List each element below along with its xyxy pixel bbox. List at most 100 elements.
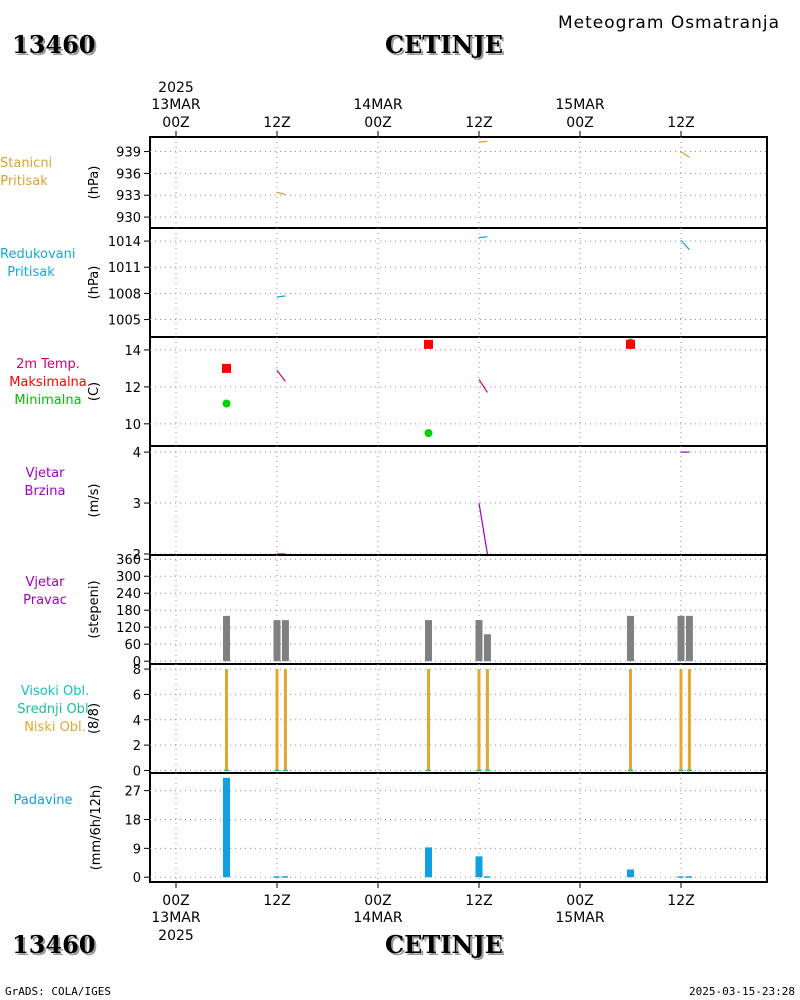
panel-label-station-pressure: Stanicni Pritisak [0,155,52,191]
axis-year-bottom: 2025 [158,928,194,944]
panel-label-line: Visoki Obl. [20,684,90,699]
precip-bar [475,856,483,878]
wind-direction-bar [425,620,432,662]
series-segment [276,295,286,298]
series-segment [478,140,488,143]
y-tick-label: 18 [124,813,141,828]
y-axis-label: (mm/6h/12h) [89,785,104,871]
wind-direction-bar [685,615,693,662]
cloud-low-bar [477,669,481,771]
panel-label-line: Pritisak [7,265,55,280]
y-tick-label: 933 [116,189,141,204]
wind-direction-bar [483,634,491,662]
tmax-point [222,363,231,373]
y-tick-label: 27 [124,785,141,800]
y-tick-label: 2 [133,548,141,563]
wind-direction-bar [627,615,634,662]
station-id: 13460 [12,30,96,59]
panel-frame [149,227,768,338]
cloud-low-bar [275,669,279,771]
y-axis-label: (hPa) [87,166,102,200]
chart-title: Meteogram Osmatranja [558,13,781,33]
tmax-point [424,339,433,349]
tmin-point [424,429,433,438]
axis-hour-label-top: 00Z [162,115,189,131]
station-name: CETINJE [385,30,504,59]
station-id-bottom: 13460 [12,930,96,959]
y-tick-label: 0 [133,764,141,779]
panel-frame [149,136,768,229]
y-tick-label: 9 [133,842,141,857]
panel-label-line: Pritisak [0,174,48,189]
y-tick-label: 180 [116,604,141,619]
panel-label-wind-direction: Vjetar Pravac [0,574,90,610]
footer-credit: GrADS: COLA/IGES [5,985,111,998]
y-tick-label: 0 [133,871,141,886]
y-tick-label: 936 [116,167,141,182]
y-tick-label: 1005 [108,314,141,329]
panel-label-line: Niski Obl. [24,720,86,735]
y-tick-label: 10 [124,418,141,433]
panel-label-wind-speed: Vjetar Brzina [0,465,90,501]
cloud-low-bar [629,669,632,771]
y-tick-label: 930 [116,211,141,226]
cloud-low-bar [485,669,489,771]
axis-day-label-top: 14MAR [353,97,402,113]
footer-timestamp: 2025-03-15-23:28 [689,985,795,998]
panel-label-precipitation: Padavine [0,792,86,810]
y-tick-label: 3 [133,497,141,512]
wind-direction-bar [677,615,685,662]
y-tick-label: 6 [133,688,141,703]
panel-label-line: Pravac [23,593,67,608]
axis-day-label-top: 15MAR [555,97,604,113]
y-tick-label: 60 [124,638,141,653]
precip-bar [425,847,432,878]
axis-hour-label-bottom: 12Z [667,893,694,909]
axis-hour-label-bottom: 00Z [364,893,391,909]
y-axis-label: (8/8) [87,703,102,734]
panel-label-line: 2m Temp. [16,357,80,372]
axis-day-label-bottom: 15MAR [555,910,604,926]
panel-label-cloud-cover: Visoki Obl. Srednji Obl. Niski Obl. [0,683,110,737]
y-tick-label: 8 [133,663,141,678]
axis-day-label-bottom: 14MAR [353,910,402,926]
wind-direction-bar [223,615,230,662]
y-tick-label: 14 [124,344,141,359]
y-tick-label: 1011 [108,261,141,276]
precip-bar [223,777,230,878]
axis-hour-label-top: 12Z [465,115,492,131]
cloud-low-bar [225,669,228,771]
panel-label-line: Vjetar [25,575,65,590]
y-tick-label: 1014 [108,235,141,250]
y-axis-label: (m/s) [87,484,102,518]
y-tick-label: 360 [116,553,141,568]
axis-hour-label-bottom: 12Z [465,893,492,909]
panel-label-line: Padavine [13,793,73,808]
precip-bar [281,876,288,878]
y-axis-label: (hPa) [87,266,102,300]
y-axis-label: (stepeni) [87,580,102,638]
axis-hour-label-top: 12Z [263,115,290,131]
precip-bar [685,876,692,878]
wind-direction-bar [281,620,289,662]
y-tick-label: 2 [133,739,141,754]
y-tick-label: 12 [124,381,141,396]
panel-frame [149,772,768,883]
panel-frame [149,445,768,556]
station-name-bottom: CETINJE [385,930,504,959]
cloud-low-bar [687,669,691,771]
panel-label-line: Srednji Obl. [17,702,93,717]
axis-hour-label-bottom: 00Z [162,893,189,909]
panel-label-line: Redukovani [0,247,76,262]
axis-day-label-top: 13MAR [151,97,200,113]
axis-hour-label-top: 00Z [566,115,593,131]
axis-day-label-bottom: 13MAR [151,910,200,926]
axis-hour-label-bottom: 00Z [566,893,593,909]
precip-bar [273,876,280,878]
y-tick-label: 1008 [108,287,141,302]
panel-label-line: Vjetar [25,466,65,481]
cloud-low-bar [283,669,287,771]
panel-label-line: Brzina [24,484,66,499]
precip-bar [677,876,684,878]
cloud-low-bar [427,669,430,771]
